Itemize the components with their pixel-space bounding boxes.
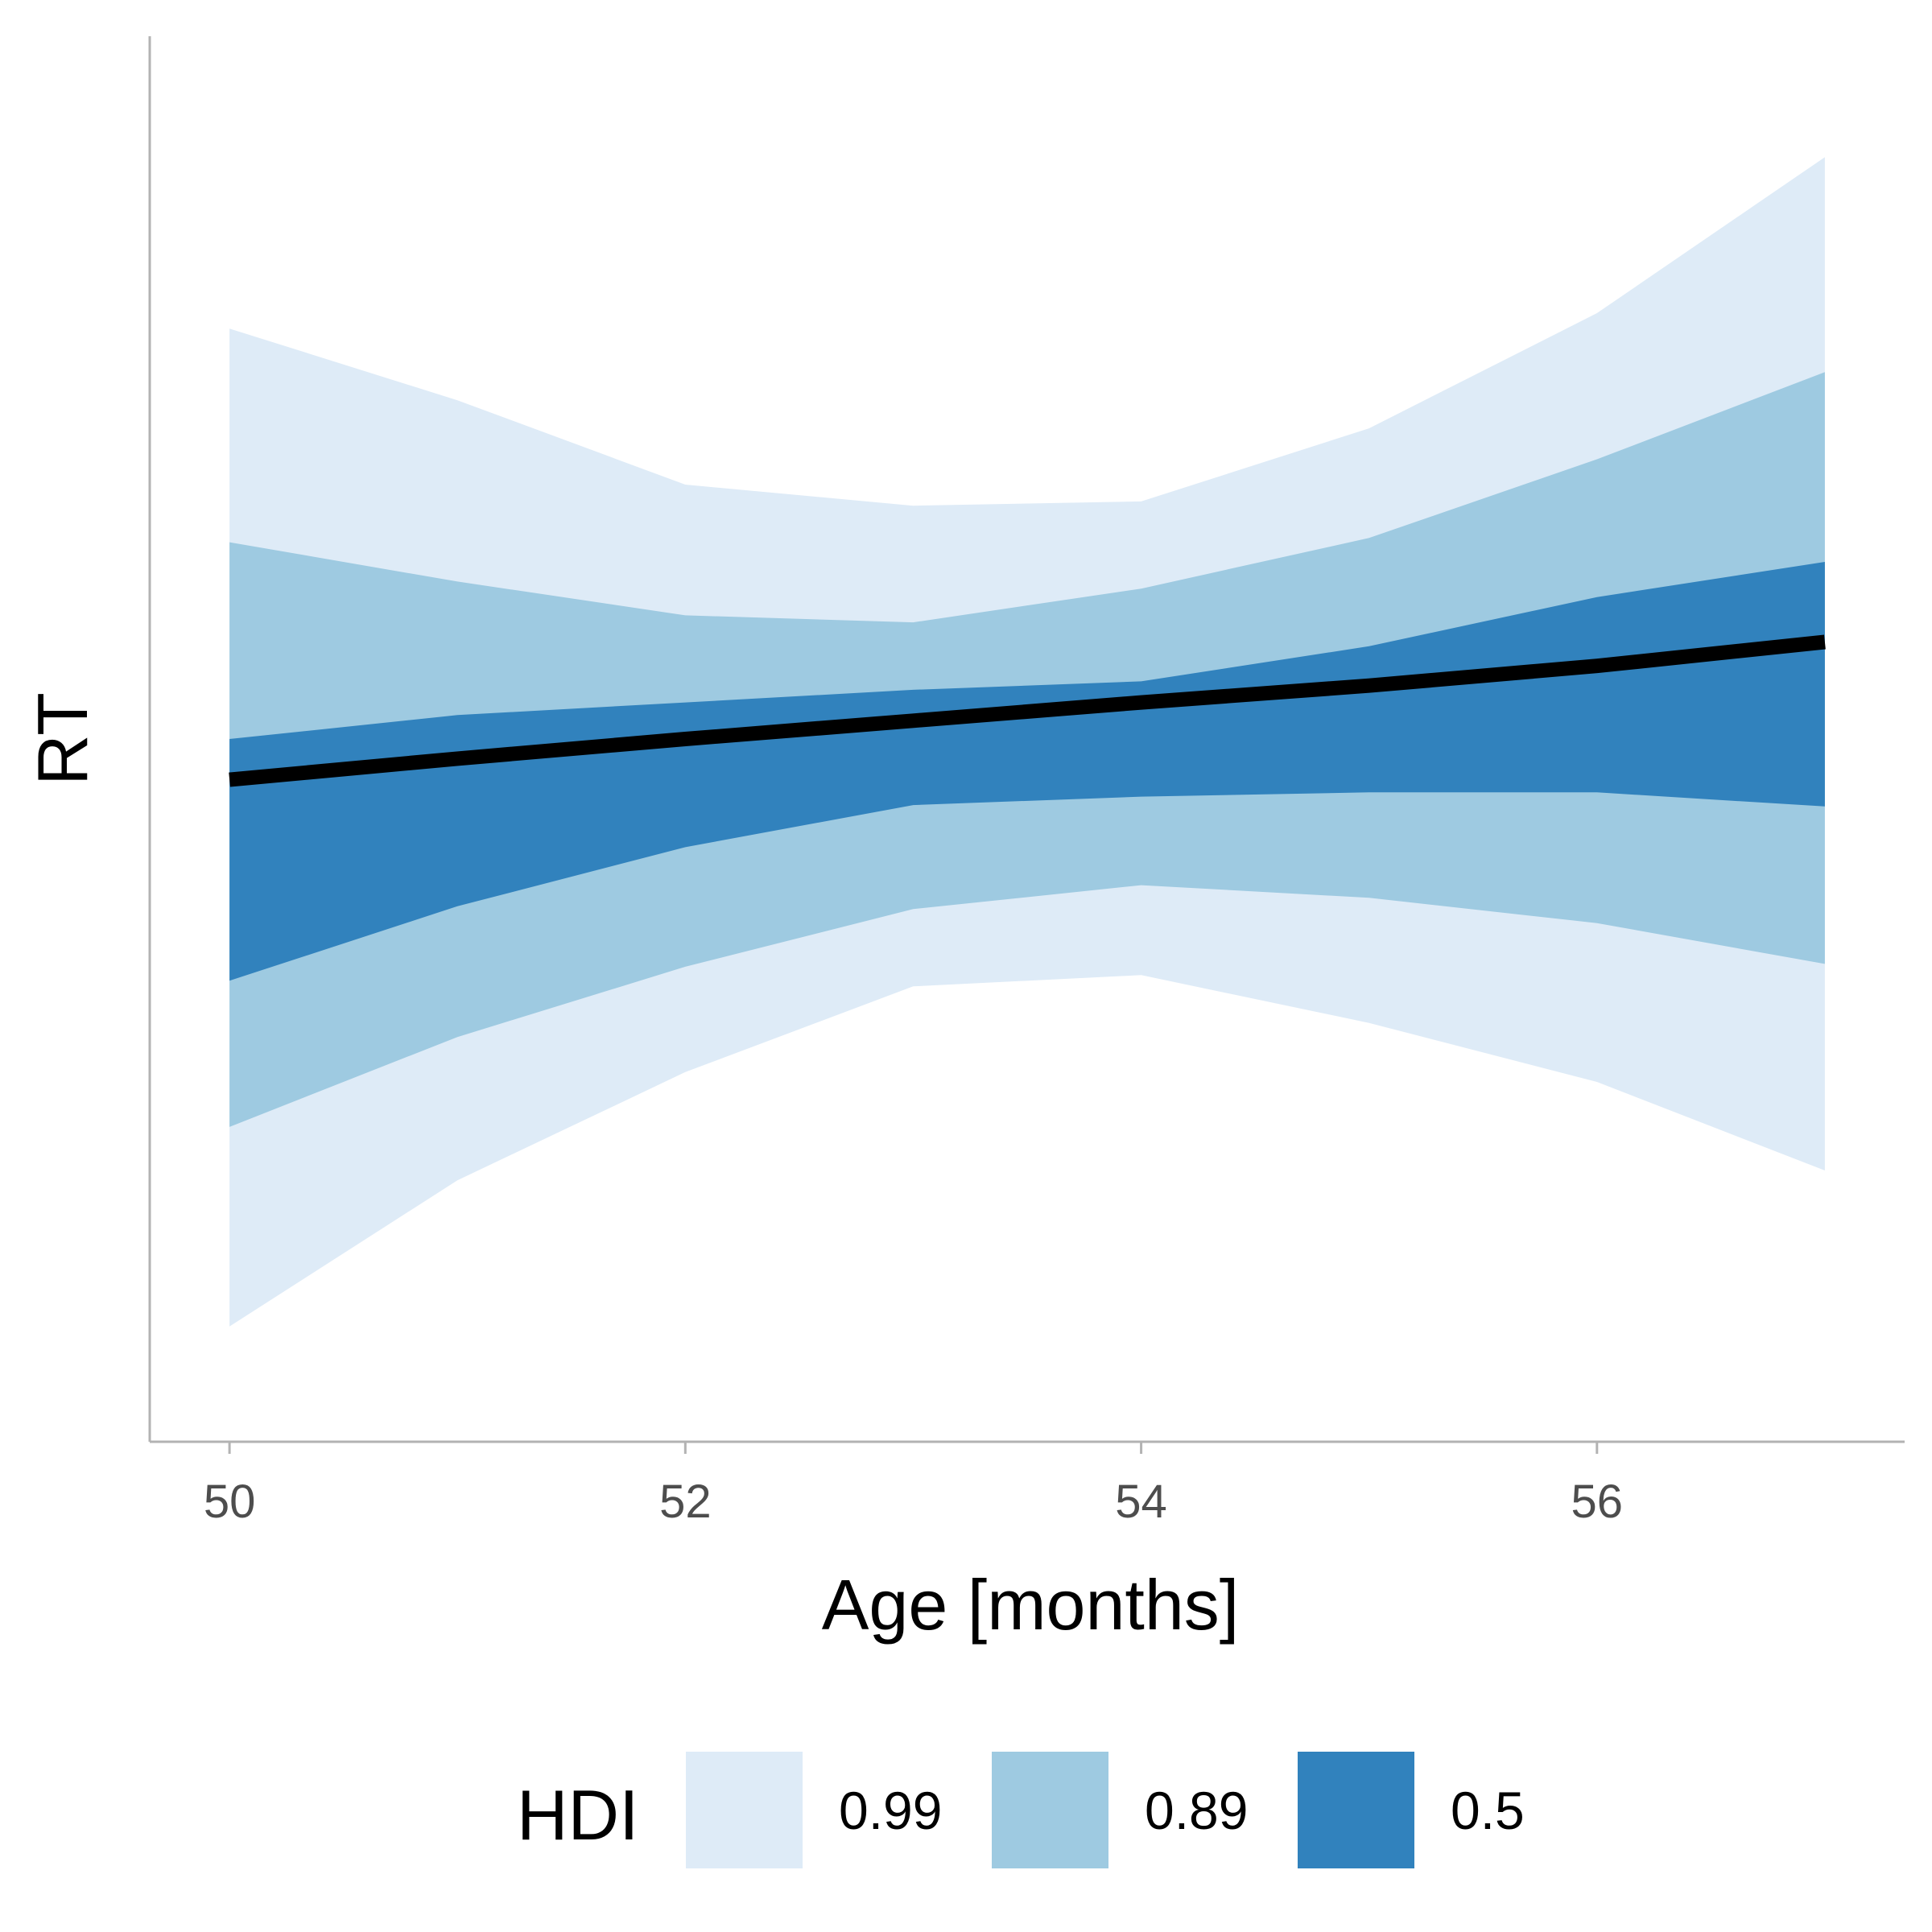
legend-swatch-0-5 xyxy=(1298,1752,1414,1868)
legend-title: HDI xyxy=(517,1775,639,1855)
x-tick-label: 50 xyxy=(204,1476,256,1528)
legend-swatch-0-99 xyxy=(686,1752,803,1868)
mean-line xyxy=(229,634,1826,787)
y-axis-title: RT xyxy=(23,692,102,786)
legend-label-0-99: 0.99 xyxy=(839,1781,942,1840)
x-ticks: 50 52 54 56 xyxy=(204,1442,1623,1528)
legend: HDI 0.99 0.89 0.5 xyxy=(517,1752,1525,1868)
x-axis-title: Age [months] xyxy=(822,1565,1240,1645)
legend-label-0-5: 0.5 xyxy=(1451,1781,1525,1840)
legend-label-0-89: 0.89 xyxy=(1145,1781,1248,1840)
mean-line-layer xyxy=(229,634,1826,787)
x-tick-label: 52 xyxy=(659,1476,712,1528)
x-tick-label: 56 xyxy=(1571,1476,1624,1528)
axes xyxy=(148,36,1905,1443)
hdi-band-0-5 xyxy=(229,562,1825,981)
legend-swatch-0-89 xyxy=(992,1752,1108,1868)
x-tick-label: 54 xyxy=(1115,1476,1167,1528)
hdi-bands xyxy=(229,157,1825,1327)
